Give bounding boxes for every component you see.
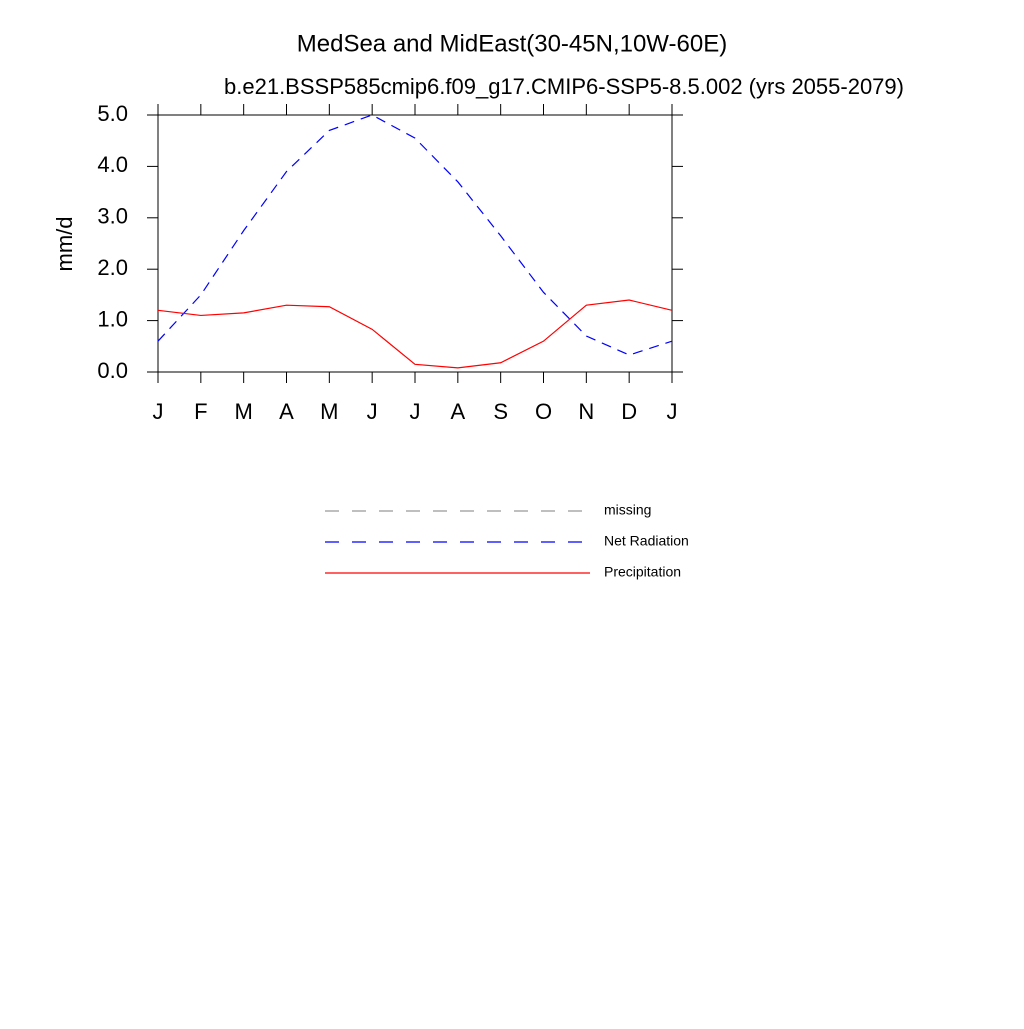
chart-subtitle: b.e21.BSSP585cmip6.f09_g17.CMIP6-SSP5-8.… [224, 74, 904, 99]
series-line [157, 114, 673, 356]
x-tick-label: O [535, 399, 552, 424]
x-tick-label: A [279, 399, 294, 424]
y-tick-label: 1.0 [97, 306, 128, 331]
legend-label: Net Radiation [604, 533, 689, 549]
x-tick-label: J [667, 399, 678, 424]
chart-title: MedSea and MidEast(30-45N,10W-60E) [297, 30, 727, 57]
x-tick-label: F [194, 399, 207, 424]
x-tick-label: M [320, 399, 338, 424]
x-tick-label: D [621, 399, 637, 424]
legend-label: missing [604, 502, 651, 518]
x-tick-label: J [367, 399, 378, 424]
x-tick-label: M [235, 399, 253, 424]
y-tick-label: 3.0 [97, 204, 128, 229]
x-tick-label: J [153, 399, 164, 424]
y-tick-label: 2.0 [97, 255, 128, 280]
x-tick-label: A [450, 399, 465, 424]
x-tick-label: J [410, 399, 421, 424]
x-tick-label: N [578, 399, 594, 424]
y-tick-label: 5.0 [97, 101, 128, 126]
series-line [157, 299, 673, 369]
y-tick-label: 0.0 [97, 358, 128, 383]
y-tick-label: 4.0 [97, 152, 128, 177]
x-tick-label: S [493, 399, 508, 424]
y-axis-label: mm/d [52, 217, 77, 272]
legend-label: Precipitation [604, 564, 681, 580]
